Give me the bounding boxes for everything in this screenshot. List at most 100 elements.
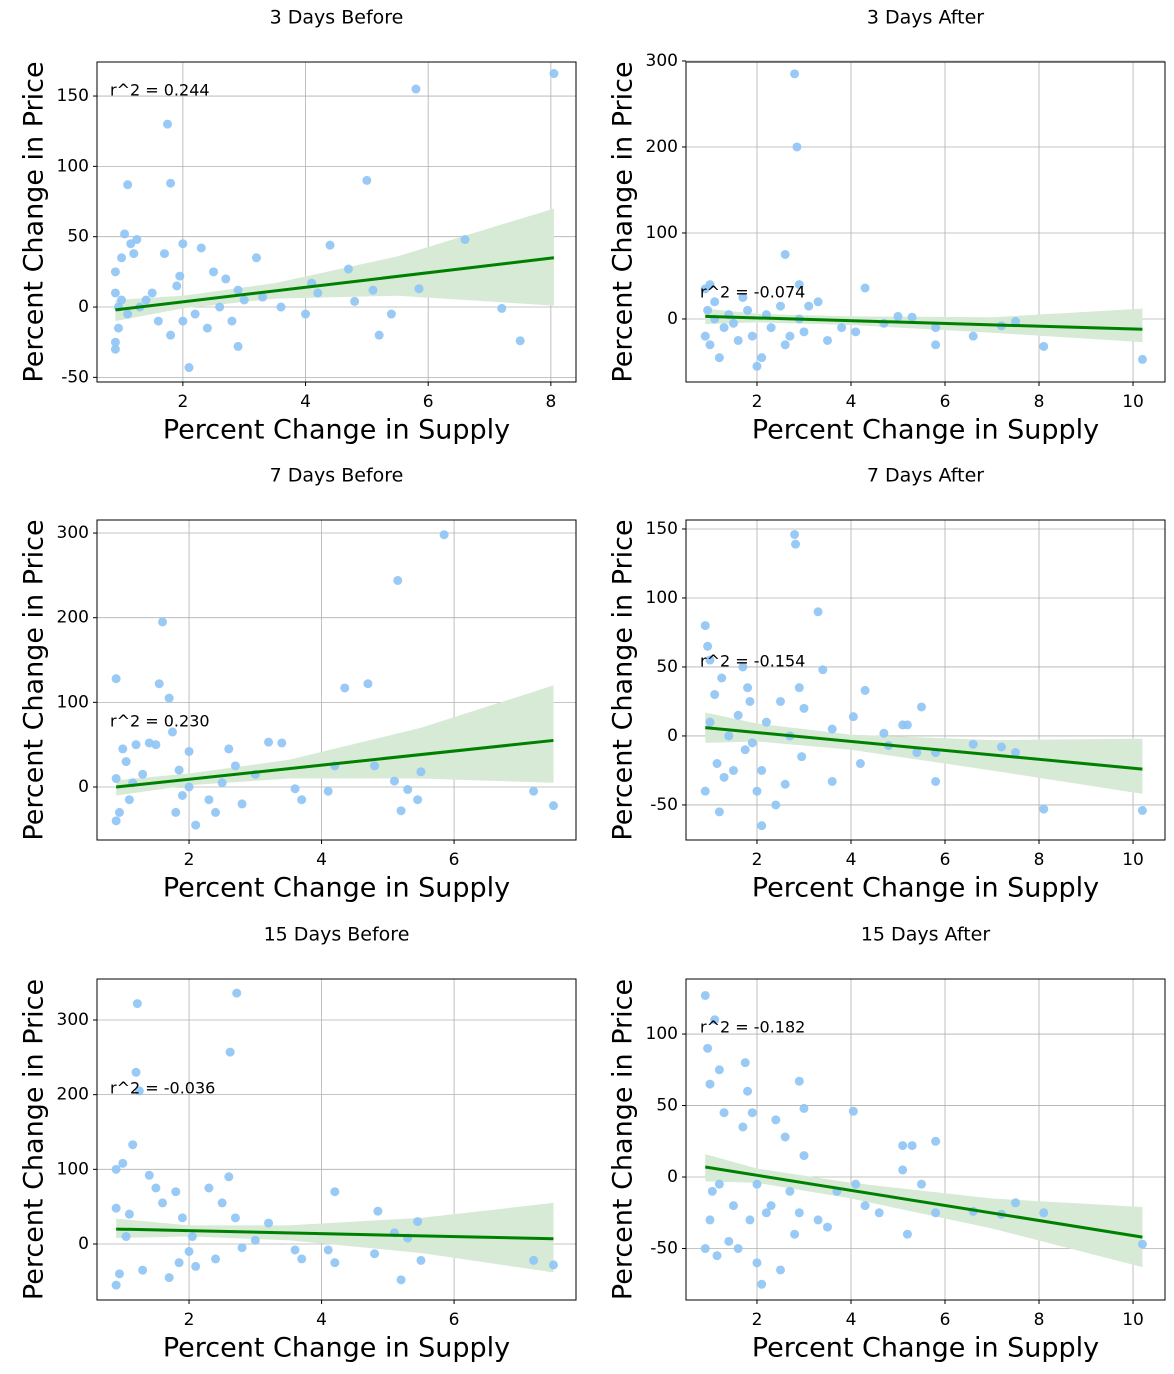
x-tick-label: 6 <box>940 850 951 870</box>
y-tick-label: 0 <box>667 1167 678 1187</box>
regression-line <box>115 256 555 312</box>
point <box>113 323 123 333</box>
point <box>190 309 200 319</box>
point <box>898 1165 908 1175</box>
point <box>775 301 785 311</box>
x-axis-label: Percent Change in Supply <box>752 873 1099 904</box>
point <box>931 340 941 350</box>
point <box>121 757 131 767</box>
point <box>813 297 823 307</box>
point <box>184 782 194 792</box>
point <box>879 728 889 738</box>
point <box>790 69 800 79</box>
point <box>719 1108 729 1118</box>
point <box>747 331 757 341</box>
point <box>724 731 734 741</box>
point <box>158 617 168 627</box>
point <box>705 280 715 290</box>
x-tick-label: 10 <box>1122 850 1144 870</box>
x-tick-label: 4 <box>846 1310 857 1330</box>
point <box>110 267 120 277</box>
confidence-band <box>115 208 554 322</box>
confidence-band <box>116 685 554 796</box>
point <box>297 795 307 805</box>
x-tick-label: 6 <box>940 392 951 412</box>
point <box>393 575 403 585</box>
y-tick-label: 100 <box>57 1159 89 1179</box>
point <box>931 323 941 333</box>
point <box>239 295 249 305</box>
subplot-title: 15 Days Before <box>264 924 410 946</box>
point <box>710 1015 720 1025</box>
point <box>719 323 729 333</box>
point <box>396 1275 406 1285</box>
y-tick-label: -50 <box>650 1239 678 1259</box>
point <box>827 776 837 786</box>
point <box>743 305 753 315</box>
point <box>414 284 424 294</box>
point <box>757 765 767 775</box>
point <box>177 790 187 800</box>
point <box>766 323 776 333</box>
point <box>258 292 268 302</box>
point <box>221 274 231 284</box>
subplot-title: 3 Days Before <box>270 7 404 29</box>
point <box>230 761 240 771</box>
y-tick-label: 50 <box>656 1096 678 1116</box>
point <box>163 119 173 129</box>
y-tick-label: -50 <box>650 795 678 815</box>
point <box>714 353 724 363</box>
point <box>178 239 188 249</box>
point <box>1137 1239 1147 1249</box>
point <box>827 724 837 734</box>
y-tick-label: 150 <box>646 519 678 539</box>
point <box>177 1213 187 1223</box>
annotation: r^2 = -0.074 <box>700 283 805 302</box>
y-tick-label: 0 <box>78 1234 89 1254</box>
point <box>416 1255 426 1265</box>
point <box>277 738 287 748</box>
subplot-title: 7 Days After <box>867 465 984 487</box>
point <box>724 1236 734 1246</box>
point <box>907 312 917 322</box>
point <box>153 316 163 326</box>
x-axis-label: Percent Change in Supply <box>752 1333 1099 1364</box>
point <box>171 1187 181 1197</box>
point <box>151 740 161 750</box>
point <box>931 1208 941 1218</box>
point <box>1039 341 1049 351</box>
point <box>171 807 181 817</box>
annotation: r^2 = -0.182 <box>700 1018 805 1037</box>
point <box>818 665 828 675</box>
point <box>141 295 151 305</box>
point <box>733 710 743 720</box>
point <box>705 655 715 665</box>
point <box>138 1265 148 1275</box>
x-axis-label: Percent Change in Supply <box>163 415 510 446</box>
point <box>184 363 194 373</box>
point <box>549 69 559 79</box>
annotation: r^2 = 0.230 <box>110 712 210 731</box>
point <box>167 727 177 737</box>
y-tick-label: 100 <box>646 223 678 243</box>
subplot: 15 Days After Percent Change in Supply Per… <box>608 924 1166 1364</box>
point <box>323 786 333 796</box>
point <box>799 1151 809 1161</box>
point <box>224 1172 234 1182</box>
point <box>323 1245 333 1255</box>
point <box>548 1260 558 1270</box>
x-tick-label: 4 <box>846 392 857 412</box>
x-tick-label: 10 <box>1122 392 1144 412</box>
point <box>794 683 804 693</box>
point <box>174 1258 184 1268</box>
point <box>225 1047 235 1057</box>
point <box>799 703 809 713</box>
point <box>147 288 157 298</box>
point <box>710 297 720 307</box>
point <box>110 288 120 298</box>
point <box>714 807 724 817</box>
point <box>799 1103 809 1113</box>
point <box>705 340 715 350</box>
point <box>775 696 785 706</box>
point <box>733 1244 743 1254</box>
